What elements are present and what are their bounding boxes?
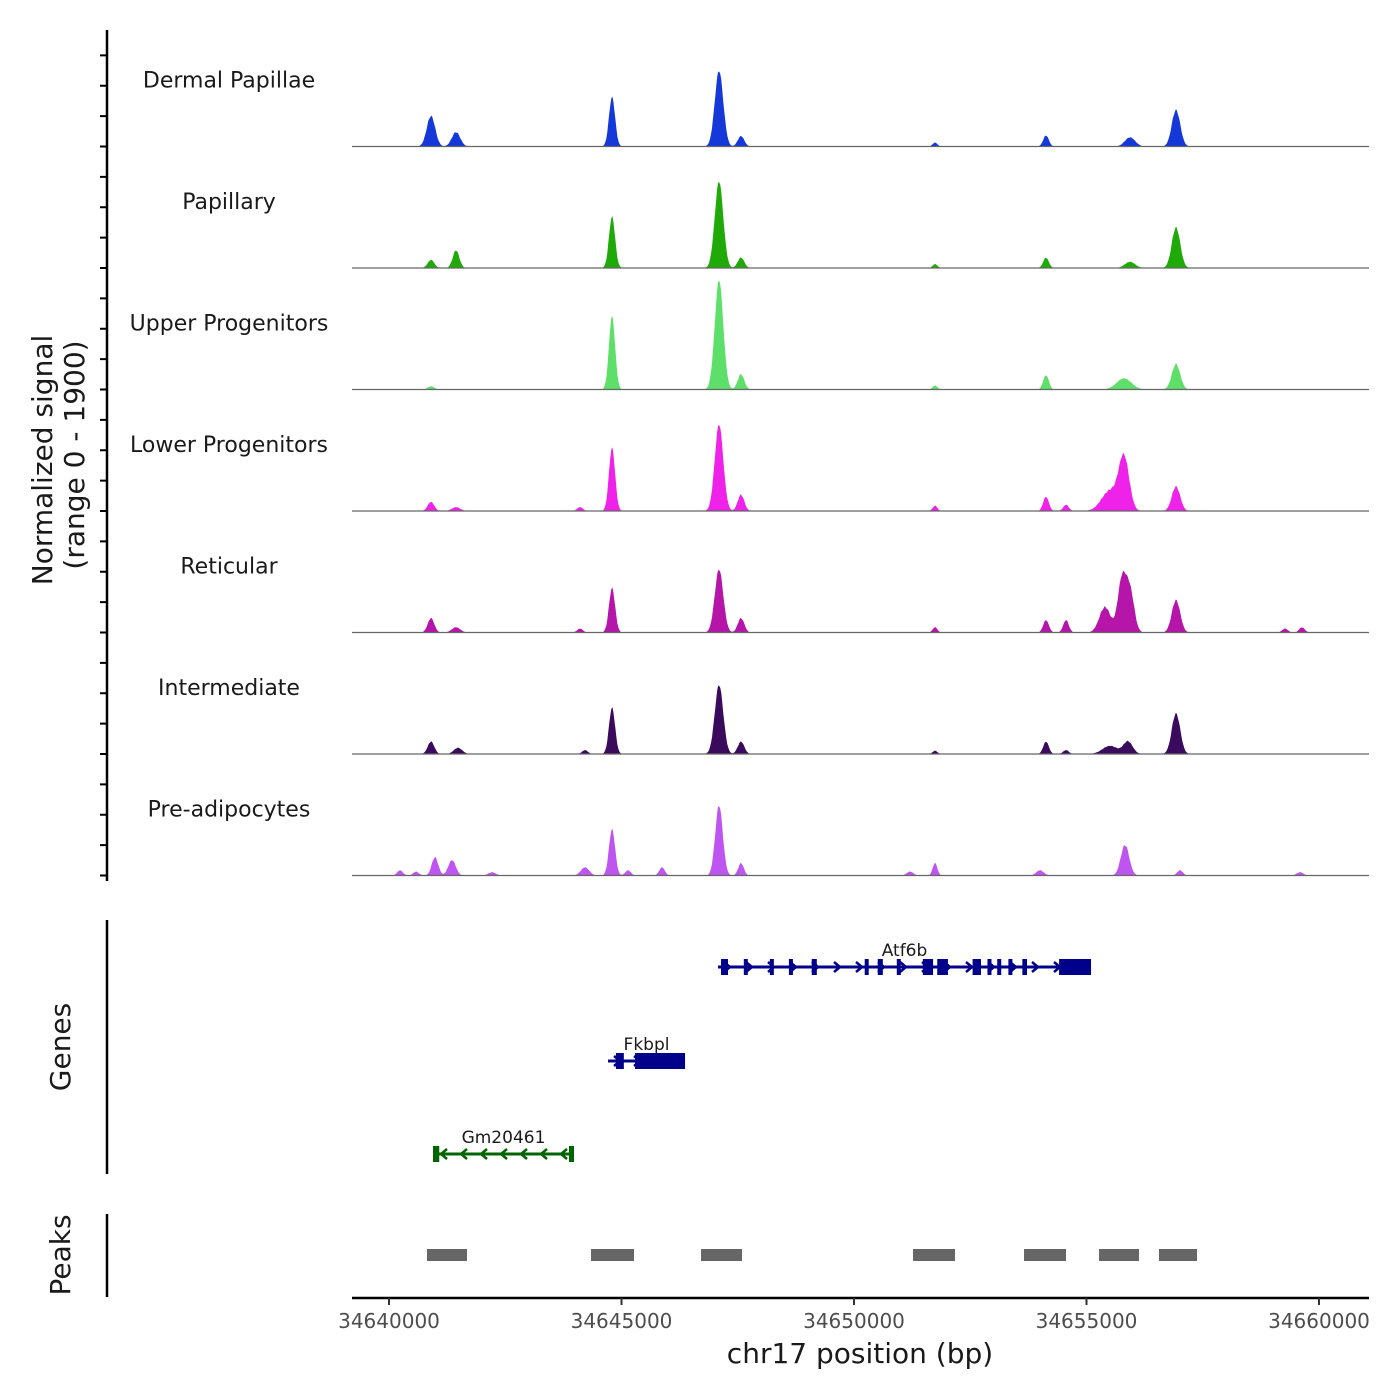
signal-area [352,685,1369,754]
gene-exon [769,959,774,975]
track-upper-progenitors: Upper Progenitors [130,280,1369,391]
track-label: Pre-adipocytes [148,798,311,823]
track-papillary: Papillary [182,182,1369,269]
signal-area [352,71,1369,147]
x-axis-tick-label: 34650000 [803,1309,905,1333]
track-label: Upper Progenitors [130,312,329,337]
track-intermediate: Intermediate [158,676,1369,755]
peak-region [591,1249,635,1261]
signal-area [352,425,1369,511]
gene-label: Fkbpl [624,1035,670,1055]
gene-exon [568,1146,574,1162]
strand-arrow-icon [833,961,842,973]
x-axis-title: chr17 position (bp) [727,1337,993,1370]
gene-exon [1008,959,1013,975]
signal-y-axis-title-line1: Normalized signal [26,335,59,586]
peak-region [1099,1249,1140,1261]
gene-atf6b: Atf6b [718,941,1092,975]
peaks-axis-title: Peaks [44,1214,77,1295]
peak-track [427,1249,1197,1261]
gene-exon [615,1053,624,1069]
gene-exon [877,959,883,975]
signal-area [352,280,1369,390]
gene-exon [972,959,981,975]
strand-arrow-icon [855,961,864,973]
track-pre-adipocytes: Pre-adipocytes [148,798,1369,877]
gene-exon [433,1146,440,1162]
strand-arrow-icon [459,1148,468,1160]
strand-arrow-icon [559,1148,568,1160]
x-axis: 34640000 34645000 34650000 34655000 34660000 [338,1296,1370,1333]
genes-axis-title: Genes [44,1003,77,1091]
gene-exon [987,959,992,975]
track-lower-progenitors: Lower Progenitors [130,425,1369,512]
gene-track: Atf6b Fkbpl Gm20461 [433,941,1092,1162]
strand-arrow-icon [479,1148,488,1160]
gene-gm20461: Gm20461 [433,1128,574,1162]
gene-exon [896,959,901,975]
peak-region [1159,1249,1197,1261]
signal-area [352,806,1369,876]
signal-y-axis [100,30,109,881]
peak-region [913,1249,956,1261]
peak-region [427,1249,467,1261]
x-axis-tick-label: 34640000 [338,1309,440,1333]
signal-area [352,182,1369,268]
track-label: Lower Progenitors [130,433,328,458]
strand-arrow-icon [1031,961,1040,973]
strand-arrow-icon [539,1148,548,1160]
gene-exon [743,959,748,975]
gene-exon [811,959,817,975]
signal-tracks: Dermal Papillae Papillary Upper Progenitor… [130,69,1369,877]
gene-exon [1059,959,1092,975]
track-label: Papillary [182,190,276,215]
gene-exon [721,959,728,975]
gene-label: Gm20461 [462,1128,546,1148]
x-axis-tick-label: 34655000 [1036,1309,1138,1333]
strand-arrow-icon [499,1148,508,1160]
gene-exon [997,959,1002,975]
gene-exon [634,1053,686,1069]
strand-arrow-icon [519,1148,528,1160]
strand-arrow-icon [899,961,908,973]
gene-fkbpl: Fkbpl [608,1035,686,1069]
gene-exon [1022,959,1027,975]
signal-y-axis-title-line2: (range 0 - 1900) [58,340,91,569]
gene-label: Atf6b [882,941,928,961]
track-label: Intermediate [158,676,300,701]
track-label: Dermal Papillae [143,69,315,94]
strand-arrow-icon [965,961,974,973]
gene-exon [922,959,934,975]
track-reticular: Reticular [180,555,1369,634]
strand-arrow-icon [745,961,754,973]
gene-exon [788,959,793,975]
peak-region [1024,1249,1067,1261]
gene-exon [864,959,869,975]
x-axis-tick-label: 34660000 [1268,1309,1370,1333]
track-label: Reticular [180,555,278,580]
peak-region [701,1249,742,1261]
strand-arrow-icon [439,1148,448,1160]
track-dermal-papillae: Dermal Papillae [143,69,1369,148]
signal-area [352,570,1369,633]
x-axis-tick-label: 34645000 [571,1309,673,1333]
gene-exon [937,959,948,975]
